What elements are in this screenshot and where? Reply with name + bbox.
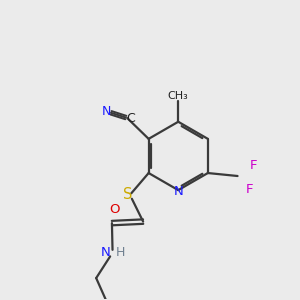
- Text: S: S: [123, 187, 132, 202]
- Text: N: N: [173, 185, 183, 198]
- Text: N: N: [102, 105, 112, 118]
- Text: F: F: [246, 183, 253, 196]
- Text: CH₃: CH₃: [168, 91, 189, 100]
- Text: F: F: [250, 159, 258, 172]
- Text: N: N: [101, 246, 111, 259]
- Text: C: C: [127, 112, 135, 125]
- Text: O: O: [109, 203, 120, 216]
- Text: H: H: [115, 246, 124, 259]
